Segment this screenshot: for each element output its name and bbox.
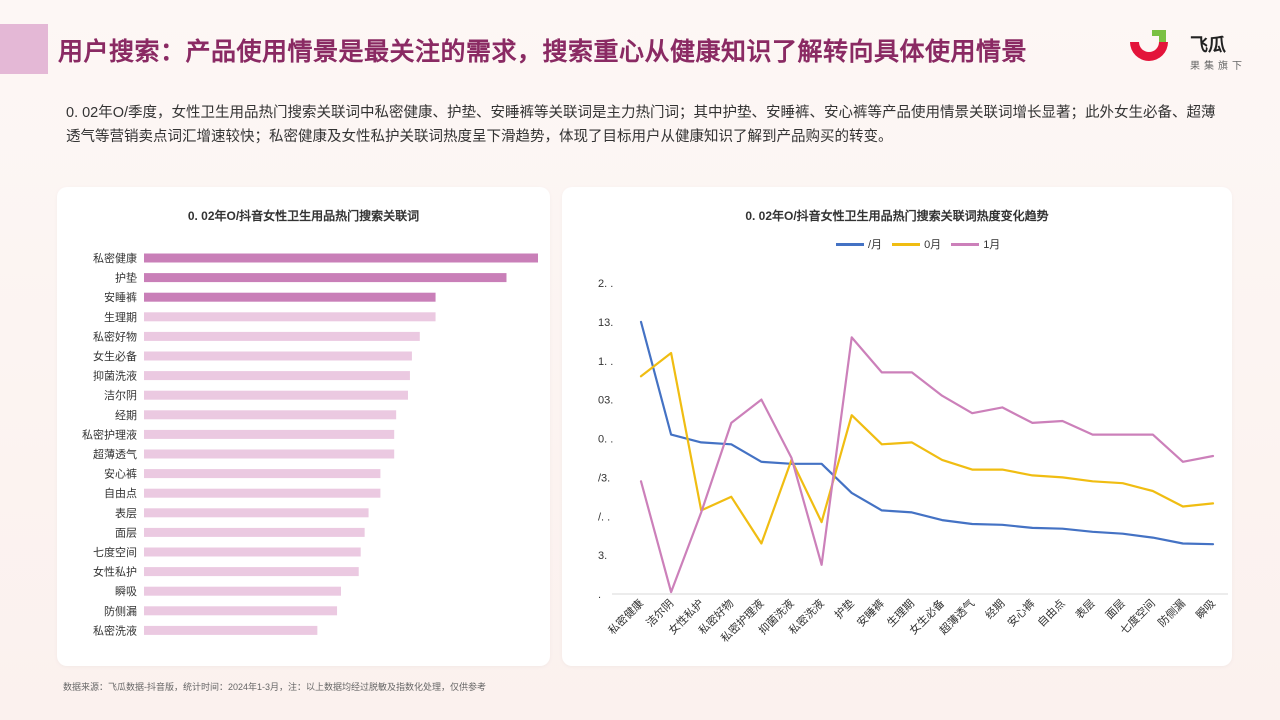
legend-item-series-2: 0月 bbox=[892, 236, 941, 252]
bar-mark bbox=[144, 371, 410, 381]
x-tick-label: 私密健康 bbox=[605, 596, 646, 637]
legend-label-series-2: 0月 bbox=[924, 239, 942, 251]
bar-mark bbox=[144, 488, 381, 498]
line-chart-title: 0. 02年O/抖音女性卫生用品热门搜索关联词热度变化趋势 bbox=[745, 209, 1049, 223]
bar-category-label: 安睡裤 bbox=[104, 290, 137, 304]
legend-item-series-3: 1月 bbox=[951, 236, 1000, 252]
y-tick-label: /3. bbox=[598, 472, 610, 484]
bar-category-label: 私密洗液 bbox=[93, 623, 137, 637]
bar-mark bbox=[144, 449, 395, 459]
bar-category-label: 七度空间 bbox=[93, 545, 137, 559]
x-tick-label: 安心裤 bbox=[1004, 596, 1037, 629]
bar-category-label: 表层 bbox=[115, 506, 137, 520]
x-tick-label: 自由点 bbox=[1034, 596, 1067, 629]
legend-swatch-series-1 bbox=[836, 242, 864, 246]
bar-category-label: 护垫 bbox=[115, 271, 137, 285]
x-tick-label: 表层 bbox=[1072, 596, 1097, 621]
y-tick-label: 3. bbox=[598, 550, 607, 562]
bar-category-label: 私密护理液 bbox=[82, 427, 137, 441]
legend-item-series-1: /月 bbox=[836, 236, 882, 252]
x-tick-label: 经期 bbox=[983, 597, 1008, 622]
bar-chart-title: 0. 02年O/抖音女性卫生用品热门搜索关联词 bbox=[187, 209, 420, 223]
bar-mark bbox=[144, 625, 318, 635]
bar-category-label: 生理期 bbox=[104, 310, 137, 324]
bar-category-label: 瞬吸 bbox=[115, 585, 137, 598]
bar-mark bbox=[144, 410, 397, 420]
y-tick-label: 2. . bbox=[598, 278, 613, 290]
bar-mark bbox=[144, 312, 436, 322]
bar-category-label: 自由点 bbox=[104, 486, 137, 500]
bar-mark bbox=[144, 351, 412, 361]
y-tick-label: 1. . bbox=[598, 356, 613, 368]
page-title: 用户搜索：产品使用情景是最关注的需求，搜索重心从健康知识了解转向具体使用情景 bbox=[58, 38, 1028, 66]
line-series-2 bbox=[639, 351, 1215, 545]
bar-mark bbox=[144, 586, 341, 596]
bar-mark bbox=[144, 547, 361, 557]
bar-category-label: 私密好物 bbox=[93, 329, 137, 343]
bar-mark bbox=[144, 469, 381, 479]
bar-category-label: 经期 bbox=[115, 409, 137, 422]
x-tick-label: 瞬吸 bbox=[1193, 597, 1218, 622]
line-series-1 bbox=[639, 320, 1215, 546]
legend-label-series-3: 1月 bbox=[983, 239, 1001, 251]
bar-mark bbox=[144, 508, 369, 518]
line-chart-legend: /月 0月 1月 bbox=[836, 236, 1000, 252]
bar-category-label: 面层 bbox=[115, 526, 137, 539]
legend-label-series-1: /月 bbox=[868, 239, 883, 251]
bar-mark bbox=[144, 429, 395, 439]
y-tick-label: 13. bbox=[598, 317, 613, 329]
bar-mark bbox=[144, 567, 359, 577]
x-tick-label: 护垫 bbox=[831, 596, 856, 621]
bar-category-label: 洁尔阴 bbox=[104, 389, 137, 402]
footer-source: 数据来源：飞瓜数据-抖音版，统计时间：2024年1-3月，注：以上数据均经过脱敏… bbox=[63, 682, 487, 692]
bar-chart-card: 0. 02年O/抖音女性卫生用品热门搜索关联词 bbox=[57, 187, 550, 666]
title-accent-bar bbox=[0, 24, 48, 74]
bar-mark bbox=[144, 331, 420, 341]
legend-swatch-series-3 bbox=[951, 242, 980, 246]
bar-mark bbox=[144, 606, 338, 616]
y-tick-label: . bbox=[598, 589, 601, 601]
y-tick-label: 03. bbox=[598, 395, 613, 407]
bar-mark bbox=[144, 292, 436, 302]
logo-subtitle: 果集旗下 bbox=[1190, 61, 1246, 72]
bar-category-label: 女生必备 bbox=[93, 349, 137, 363]
bar-category-label: 超薄透气 bbox=[93, 447, 137, 461]
feigua-logo-icon bbox=[1130, 30, 1168, 61]
legend-swatch-series-2 bbox=[892, 242, 921, 246]
y-tick-label: 0. . bbox=[598, 434, 613, 446]
summary-text: 0. 02年O/季度，女性卫生用品热门搜索关联词中私密健康、护垫、安睡裤等关联词… bbox=[66, 105, 1216, 145]
bar-category-label: 防侧漏 bbox=[104, 604, 137, 618]
bar-category-label: 安心裤 bbox=[104, 467, 137, 481]
x-tick-label: 安睡裤 bbox=[854, 596, 887, 629]
bar-mark bbox=[144, 273, 507, 283]
bar-category-label: 抑菌洗液 bbox=[93, 369, 137, 383]
y-tick-label: /. . bbox=[598, 511, 610, 523]
x-tick-label: 防侧漏 bbox=[1155, 596, 1188, 629]
bar-mark bbox=[144, 527, 365, 537]
logo-name: 飞瓜 bbox=[1190, 35, 1226, 55]
line-series-3 bbox=[639, 336, 1215, 594]
bar-category-label: 女性私护 bbox=[93, 565, 137, 579]
bar-mark bbox=[144, 390, 408, 400]
bar-mark bbox=[144, 253, 538, 263]
x-tick-label: 面层 bbox=[1103, 597, 1128, 622]
bar-category-label: 私密健康 bbox=[93, 251, 137, 265]
